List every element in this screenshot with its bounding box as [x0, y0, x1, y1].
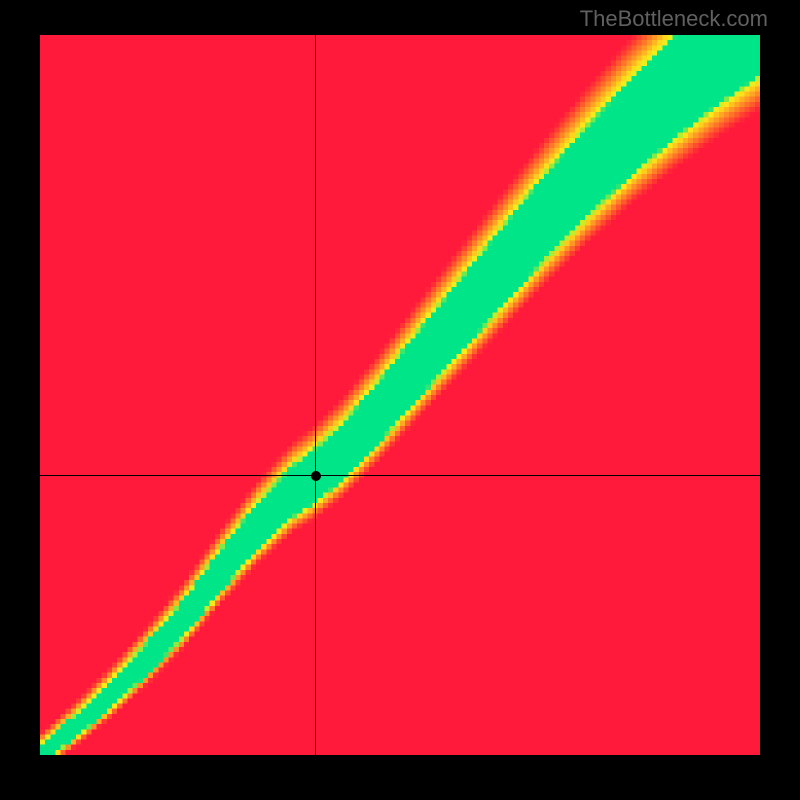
watermark-text: TheBottleneck.com — [580, 6, 768, 32]
chart-container: TheBottleneck.com — [0, 0, 800, 800]
bottleneck-heatmap — [40, 35, 760, 755]
plot-area — [40, 35, 760, 755]
